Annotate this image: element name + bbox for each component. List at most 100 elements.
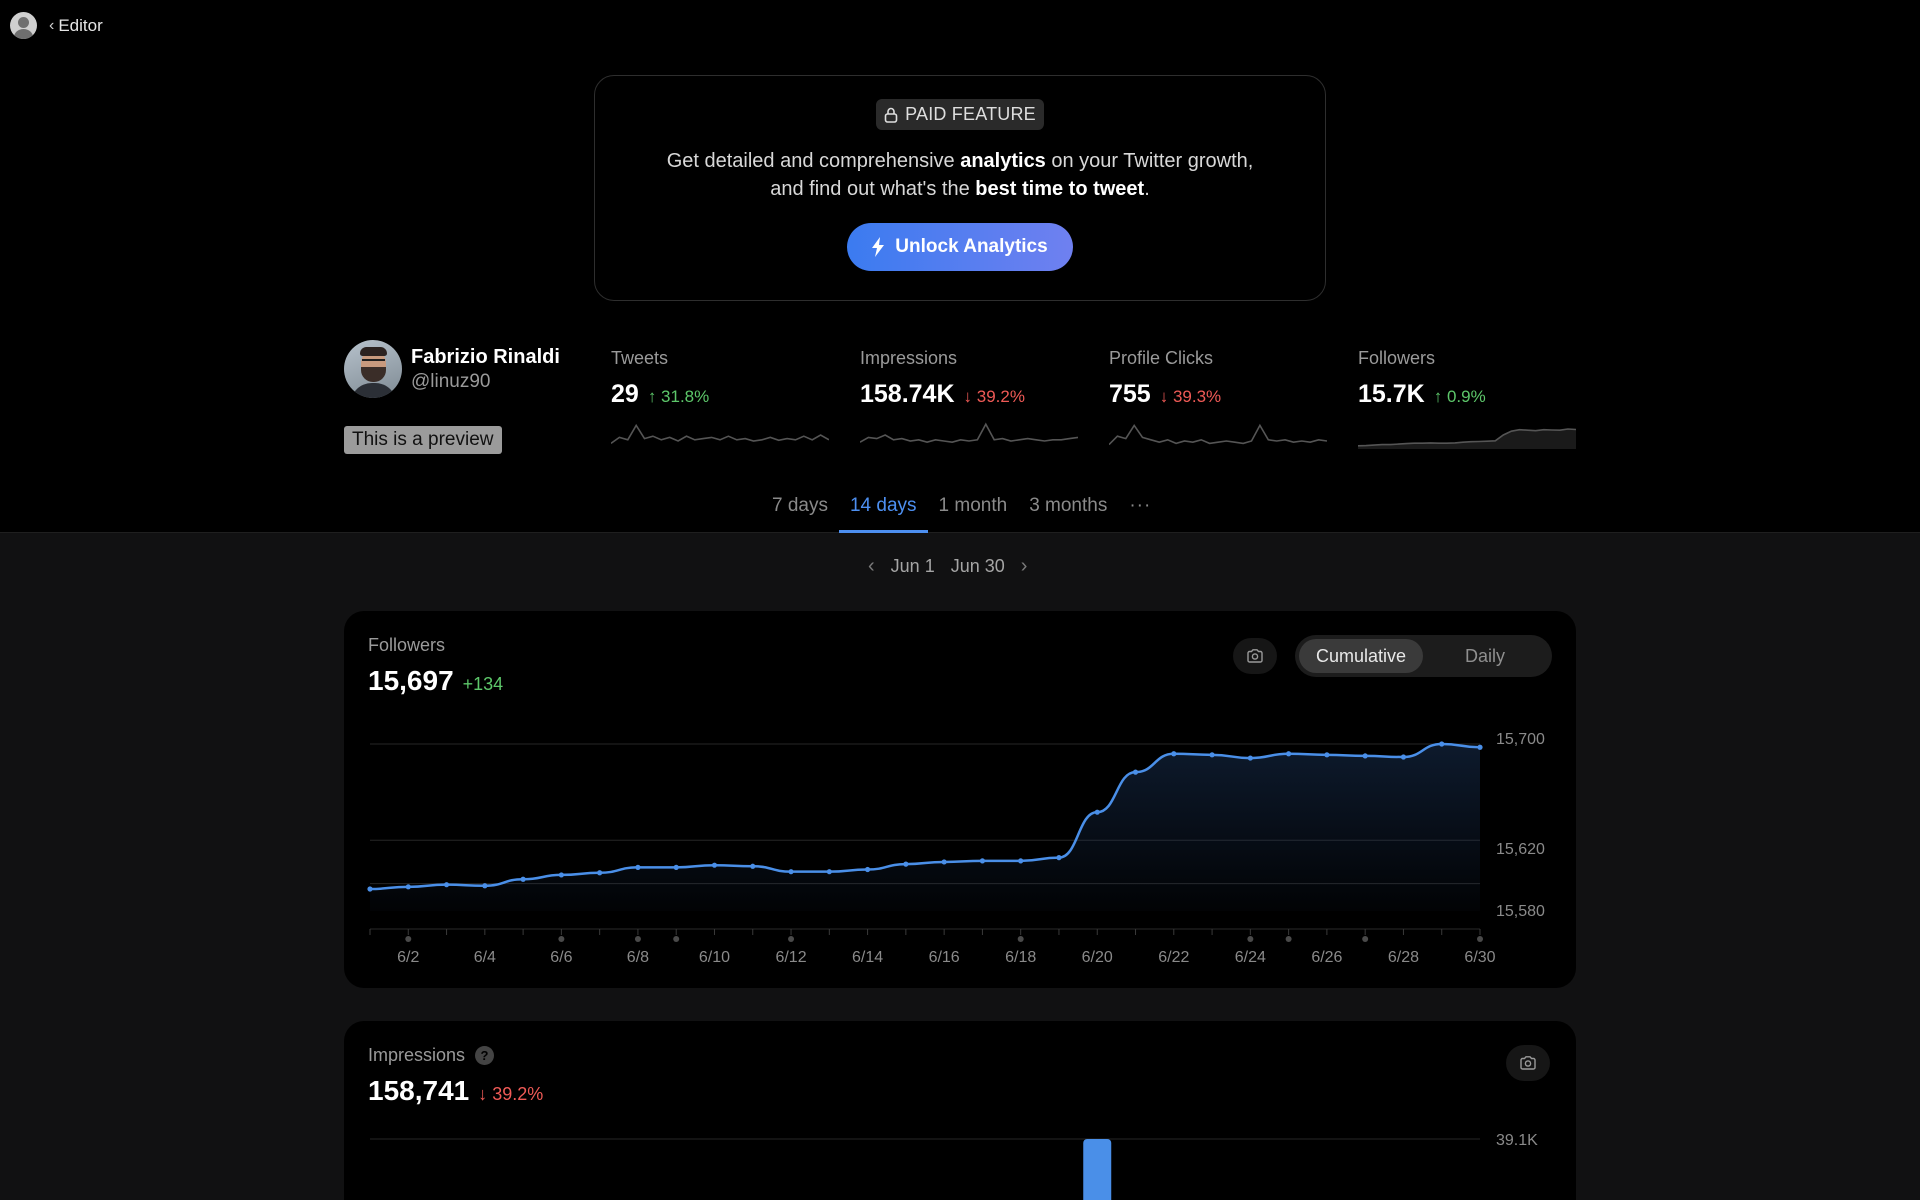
- impressions-change: ↓ 39.2%: [478, 1084, 543, 1105]
- x-tick-label: 6/24: [1235, 949, 1266, 966]
- data-point: [558, 872, 564, 878]
- more-options-icon[interactable]: ···: [1129, 495, 1152, 516]
- y-tick-label: 15,700: [1496, 731, 1545, 748]
- x-tick-label: 6/28: [1388, 949, 1419, 966]
- x-tick-label: 6/26: [1311, 949, 1342, 966]
- profile-name: Fabrizio Rinaldi: [411, 346, 560, 368]
- x-tick-label: 6/2: [397, 949, 419, 966]
- stat-change-value: 39.2%: [976, 387, 1025, 406]
- stat-label: Profile Clicks: [1109, 348, 1214, 368]
- desc-bold-best-time: best time to tweet: [975, 178, 1145, 200]
- lock-icon: [884, 107, 898, 123]
- screenshot-button[interactable]: [1233, 638, 1277, 674]
- lightning-icon: [872, 237, 885, 257]
- arrow-down-icon: ↓: [478, 1084, 488, 1104]
- tweet-marker: [1477, 936, 1483, 942]
- tweet-marker: [1285, 936, 1292, 942]
- stat-value: 15.7K: [1358, 380, 1425, 408]
- data-point: [1400, 754, 1407, 760]
- x-tick-label: 6/14: [852, 949, 883, 966]
- stat-value: 29: [611, 380, 639, 408]
- card-label: Followers: [368, 635, 446, 655]
- tweet-marker: [788, 936, 795, 942]
- chevron-left-icon[interactable]: ‹: [868, 555, 875, 577]
- paid-feature-card: PAID FEATURE Get detailed and comprehens…: [594, 75, 1326, 301]
- x-tick-label: 6/10: [699, 949, 730, 966]
- data-point: [443, 882, 450, 888]
- arrow-down-icon: ↓: [963, 387, 973, 406]
- data-point: [1056, 855, 1062, 861]
- screenshot-button[interactable]: [1506, 1045, 1550, 1081]
- desc-part: .: [1144, 178, 1150, 200]
- sparkline-line: [860, 422, 1078, 444]
- x-tick-label: 6/4: [474, 949, 496, 966]
- desc-bold-analytics: analytics: [960, 150, 1046, 172]
- back-to-editor-link[interactable]: ‹ Editor: [49, 16, 103, 36]
- chevron-right-icon[interactable]: ›: [1020, 555, 1028, 577]
- x-tick-label: 6/8: [627, 949, 649, 966]
- data-point: [367, 886, 373, 892]
- card-label: Impressions ?: [368, 1045, 495, 1066]
- stat-change: ↑ 31.8%: [648, 387, 709, 407]
- paid-feature-badge: PAID FEATURE: [876, 99, 1044, 130]
- data-point: [711, 862, 718, 868]
- data-point: [1018, 858, 1024, 864]
- data-point: [941, 859, 947, 865]
- x-tick-label: 6/12: [775, 949, 806, 966]
- data-point: [979, 858, 986, 864]
- x-tick-label: 6/30: [1464, 949, 1495, 966]
- data-point: [1209, 752, 1215, 758]
- toggle-daily[interactable]: Daily: [1464, 645, 1505, 666]
- unlock-analytics-button[interactable]: Unlock Analytics: [847, 223, 1073, 271]
- impressions-bar-chart: 39.1K: [370, 1132, 1538, 1200]
- data-point: [635, 864, 641, 870]
- impressions-sparkline: [860, 422, 1078, 444]
- arrow-up-icon: ↑: [1433, 387, 1443, 406]
- account-avatar[interactable]: [10, 12, 37, 39]
- data-point: [864, 866, 871, 873]
- followers-change: +134: [462, 674, 504, 694]
- tab-3-months[interactable]: 3 months: [1029, 495, 1108, 516]
- x-tick-label: 6/22: [1158, 949, 1189, 966]
- data-point: [1477, 744, 1483, 750]
- stat-change-value: 39.3%: [1172, 387, 1222, 406]
- data-point: [482, 883, 488, 889]
- data-point: [597, 870, 603, 876]
- cumulative-daily-toggle: Cumulative Daily: [1295, 635, 1552, 677]
- data-point: [826, 869, 832, 875]
- stat-label: Impressions: [860, 348, 958, 368]
- stat-tweets[interactable]: Tweets 29 ↑ 31.8%: [611, 348, 831, 449]
- topbar: ‹ Editor: [10, 12, 103, 39]
- data-point: [405, 884, 411, 890]
- data-point: [1247, 755, 1253, 761]
- date-end[interactable]: Jun 30: [950, 556, 1005, 576]
- data-point: [1362, 753, 1368, 759]
- tweet-marker: [673, 936, 680, 942]
- chevron-left-icon: ‹: [49, 16, 55, 34]
- desc-part: and find out what's the: [770, 178, 976, 200]
- data-point: [750, 863, 756, 869]
- tab-14-days[interactable]: 14 days: [838, 495, 928, 533]
- stat-change-value: 0.9%: [1446, 387, 1486, 406]
- data-point: [1286, 751, 1292, 757]
- data-point: [1439, 741, 1445, 747]
- stat-change-value: 31.8%: [661, 387, 710, 406]
- preview-badge: This is a preview: [344, 426, 502, 454]
- toggle-cumulative[interactable]: Cumulative: [1299, 639, 1423, 673]
- profile-handle: @linuz90: [411, 371, 491, 392]
- stat-value: 755: [1109, 380, 1151, 408]
- tab-1-month[interactable]: 1 month: [938, 495, 1008, 516]
- data-point: [520, 876, 526, 882]
- data-point: [1324, 752, 1330, 758]
- stat-change: ↓ 39.2%: [964, 387, 1025, 407]
- date-range: ‹ Jun 1 Jun 30 ›: [868, 555, 1027, 578]
- impressions-total: 158,741: [368, 1075, 470, 1106]
- date-start[interactable]: Jun 1: [890, 556, 935, 576]
- stat-followers[interactable]: Followers 15.7K ↑ 0.9%: [1358, 348, 1578, 449]
- tab-7-days[interactable]: 7 days: [772, 495, 828, 516]
- tweet-marker: [405, 936, 412, 942]
- impressions-card-label: Impressions: [368, 1045, 466, 1065]
- stat-profile-clicks[interactable]: Profile Clicks 755 ↓ 39.3%: [1109, 348, 1329, 449]
- stat-impressions[interactable]: Impressions 158.74K ↓ 39.2%: [860, 348, 1080, 449]
- help-icon[interactable]: ?: [475, 1046, 495, 1065]
